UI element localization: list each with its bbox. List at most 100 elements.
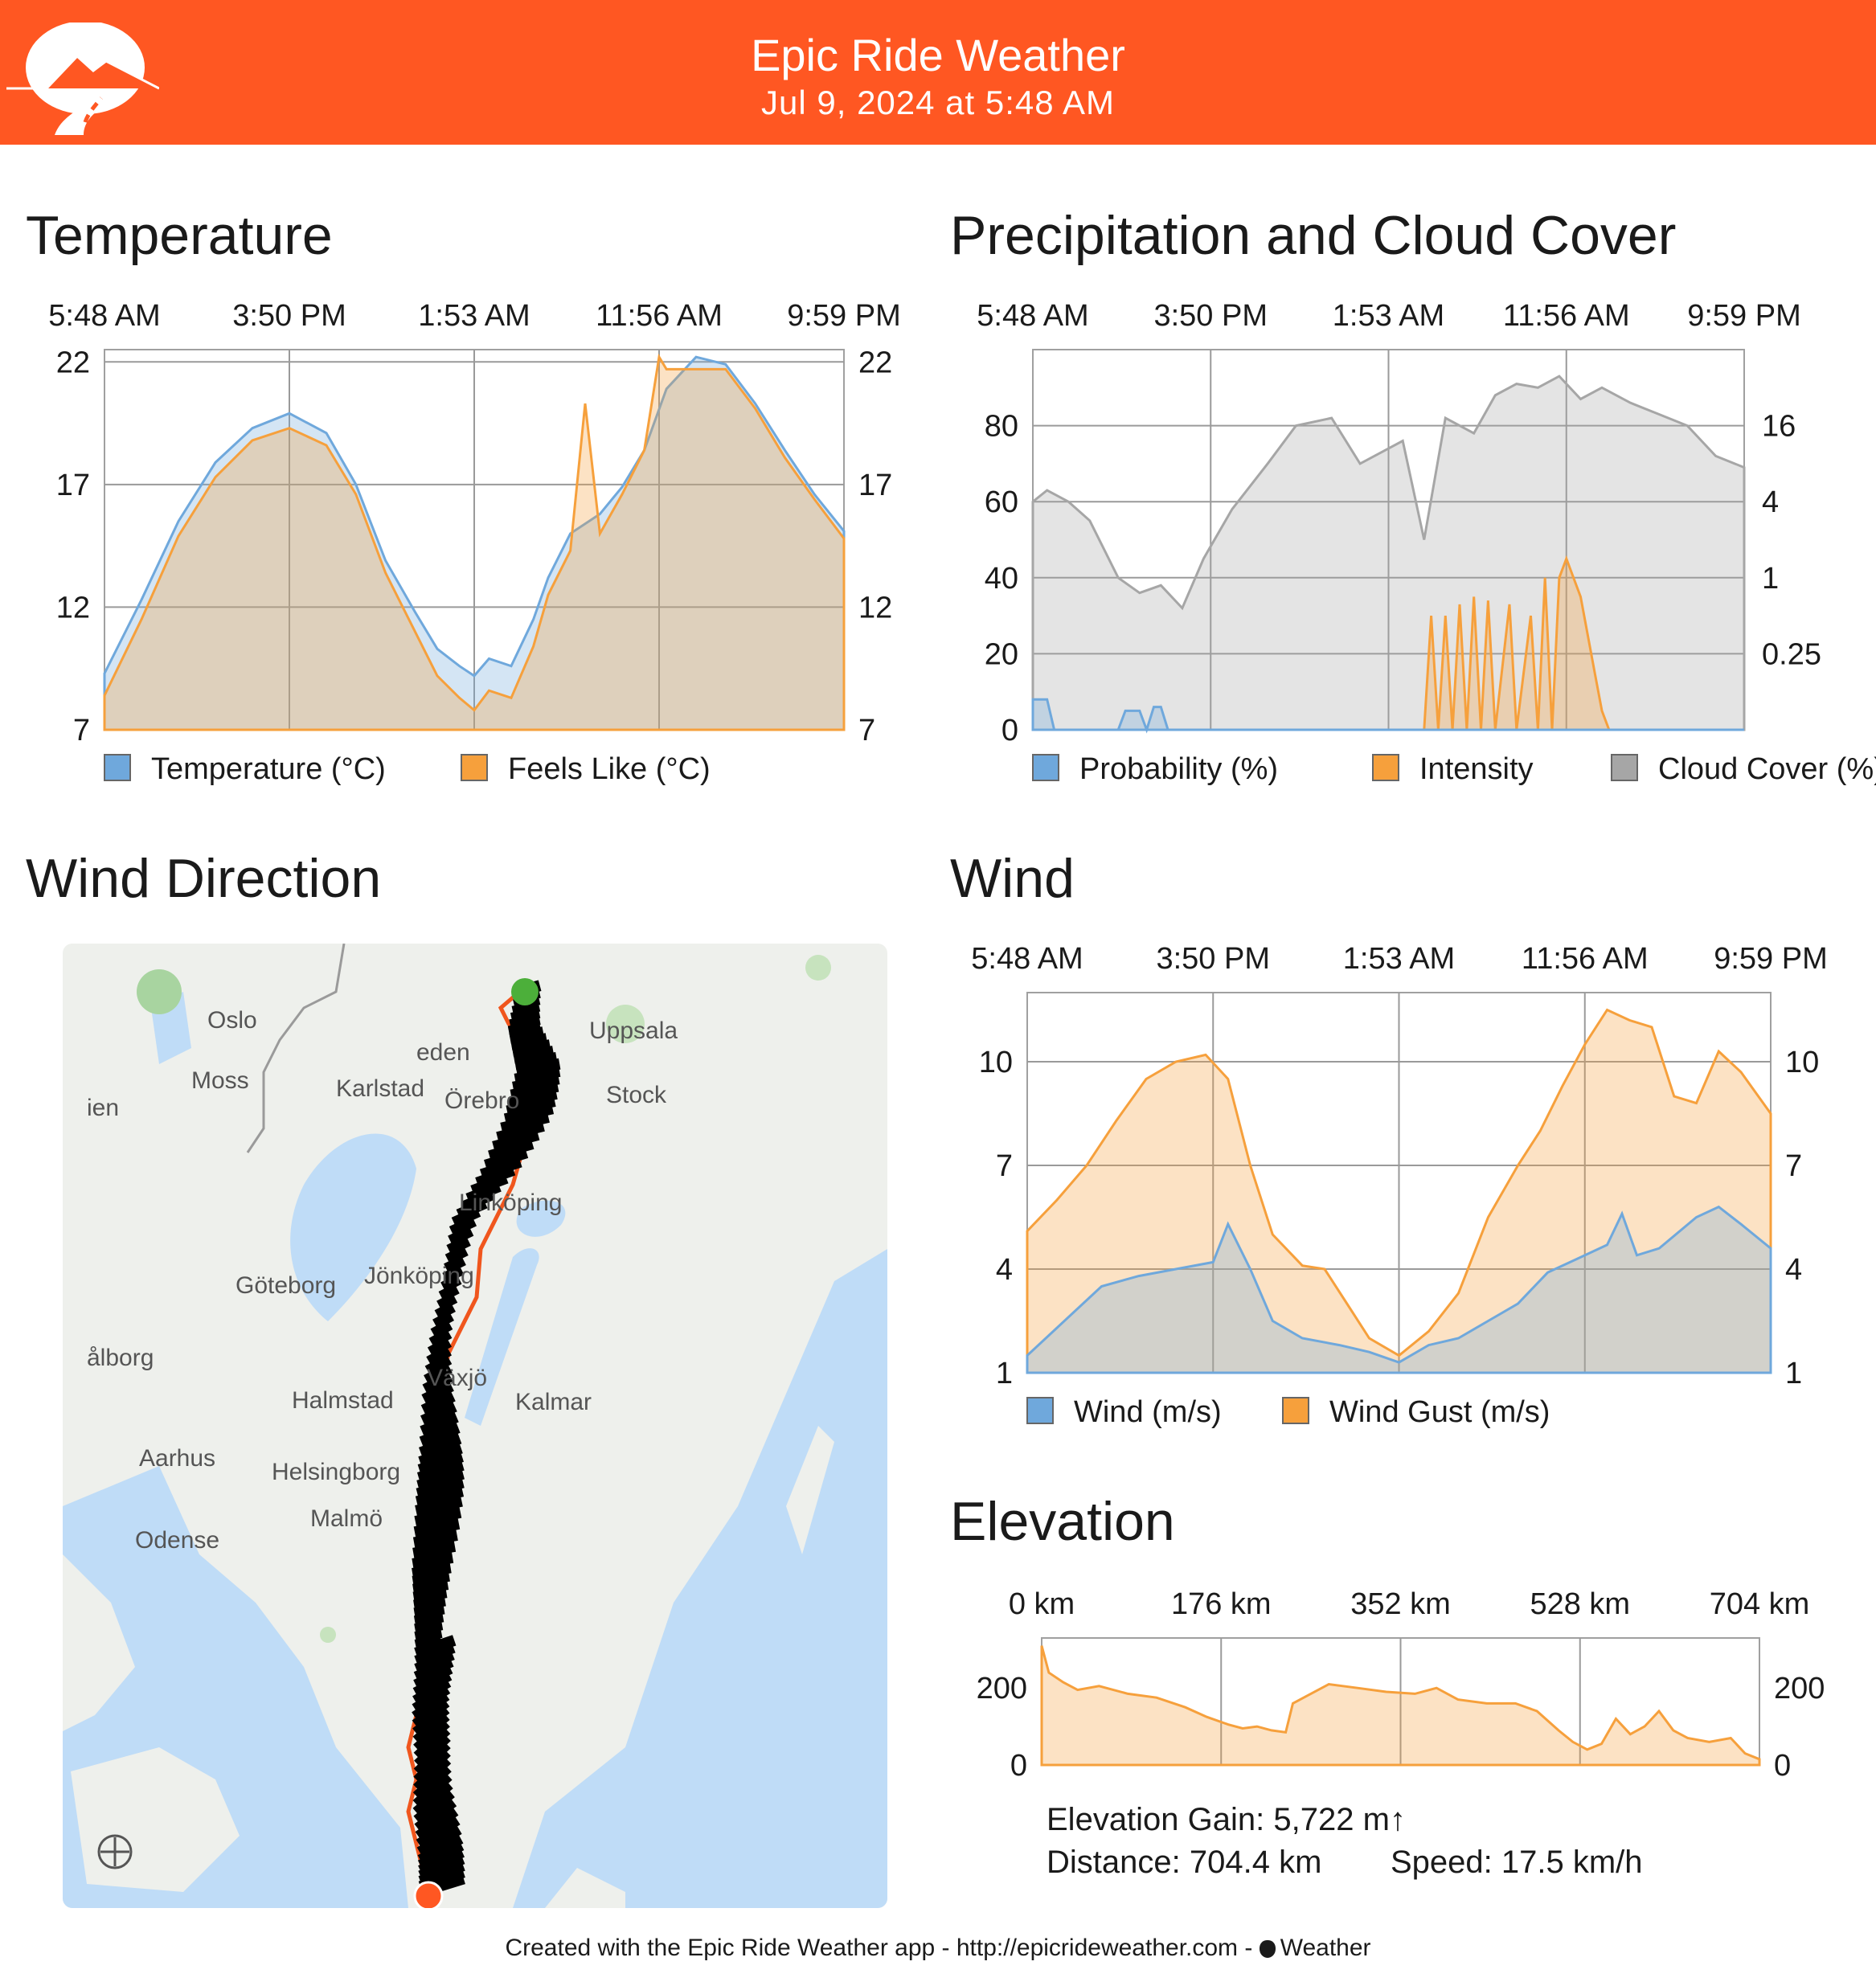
y-tick-label-right: 4: [1785, 1253, 1802, 1287]
x-tick-label: 0 km: [1009, 1587, 1075, 1621]
x-tick-label: 11:56 AM: [1522, 942, 1649, 976]
wind-chart: 5:48 AM 3:50 PM 1:53 AM 11:56 AM 9:59 PM 10 10…: [971, 942, 1828, 1429]
wind-arrow: [515, 1058, 561, 1077]
wind-arrow: [448, 1226, 474, 1247]
weather-label: Weather: [1280, 1935, 1371, 1961]
legend-swatch: [104, 754, 131, 781]
y-tick-label-left: 12: [56, 591, 90, 624]
map-place-label: eden: [416, 1039, 470, 1066]
legend-item: Temperature (°C): [104, 752, 386, 786]
y-tick-label-right: 1: [1762, 562, 1779, 596]
app-header: Epic Ride Weather Jul 9, 2024 at 5:48 AM: [0, 0, 1876, 145]
legend-label: Wind Gust (m/s): [1329, 1395, 1550, 1429]
temperature-chart: 5:48 AM 3:50 PM 1:53 AM 11:56 AM 9:59 PM 22 22…: [48, 299, 900, 786]
legend-item: Probability (%): [1032, 752, 1278, 786]
wind-arrow: [414, 1642, 456, 1667]
wind-arrow: [419, 1433, 462, 1458]
y-tick-label-right: 7: [858, 714, 875, 747]
x-tick-label: 1:53 AM: [1333, 299, 1444, 333]
map-place-label: Helsingborg: [272, 1459, 400, 1485]
wind-arrow: [414, 1635, 457, 1659]
wind-arrow: [413, 1755, 452, 1793]
wind-arrow: [414, 1619, 444, 1636]
y-tick-label-right: 17: [858, 469, 892, 502]
wind-arrow: [421, 1381, 454, 1405]
wind-arrow: [427, 1337, 453, 1357]
wind-arrow: [503, 1103, 555, 1125]
wind-arrow: [500, 1112, 550, 1134]
wind-arrow: [413, 1611, 444, 1628]
series-area: [1031, 698, 1744, 734]
wind-arrow: [420, 1390, 456, 1415]
wind-arrow: [414, 1506, 462, 1527]
wind-arrow: [509, 1026, 545, 1044]
y-tick-label-left: 7: [996, 1149, 1013, 1183]
x-tick-label: 1:53 AM: [418, 299, 530, 333]
legend-swatch: [461, 754, 488, 781]
wind-arrow: [446, 1235, 471, 1255]
ride-distance: Distance: 704.4 km: [1047, 1845, 1322, 1880]
wind-arrow: [417, 1451, 464, 1476]
wind-arrow: [416, 1460, 465, 1484]
map-place-label: ålborg: [87, 1345, 154, 1371]
wind-arrow: [513, 1046, 555, 1064]
series-area: [1033, 555, 1744, 731]
compass-icon: [97, 1834, 133, 1869]
x-tick-label: 5:48 AM: [971, 942, 1083, 976]
wind-arrow: [415, 1495, 463, 1517]
x-tick-label: 3:50 PM: [1156, 942, 1270, 976]
wind-arrow: [416, 1468, 465, 1492]
legend-swatch: [1032, 754, 1059, 781]
wind-arrow: [412, 1771, 453, 1809]
wind-arrow: [436, 1292, 458, 1312]
wind-arrow: [412, 1587, 448, 1603]
map-place-label: Växjö: [427, 1365, 487, 1391]
x-tick-label: 9:59 PM: [1687, 299, 1801, 333]
map-place-label: Jönköping: [364, 1263, 474, 1289]
series-area: [1031, 375, 1746, 731]
y-tick-label-left: 80: [985, 410, 1018, 444]
wind-arrow: [442, 1264, 465, 1284]
map-place-label: Malmö: [310, 1505, 383, 1532]
y-tick-label-left: 4: [996, 1253, 1013, 1287]
legend-label: Wind (m/s): [1074, 1395, 1222, 1429]
y-tick-label-right: 200: [1774, 1672, 1825, 1706]
map-place-label: Aarhus: [139, 1445, 215, 1472]
wind-arrow: [438, 1283, 460, 1302]
wind-arrow: [413, 1656, 454, 1683]
wind-arrow: [413, 1788, 455, 1825]
series-area: [1026, 1008, 1772, 1374]
elevation-title: Elevation: [950, 1491, 1175, 1552]
wind-arrow: [434, 1301, 456, 1321]
wind-arrow: [506, 1095, 556, 1117]
legend-swatch: [1026, 1397, 1054, 1424]
series-area: [1026, 1205, 1772, 1374]
x-tick-label: 3:50 PM: [1153, 299, 1268, 333]
map-place-label: Stock: [606, 1082, 667, 1108]
y-tick-label-left: 0: [1010, 1749, 1027, 1783]
wind-arrow: [416, 1824, 462, 1857]
y-tick-label-right: 10: [1785, 1046, 1819, 1079]
map-place-label: Karlstad: [336, 1075, 424, 1102]
wind-arrow: [412, 1779, 453, 1817]
elevation-chart: 0 km 176 km 352 km 528 km 704 km 200 200 0 0: [977, 1587, 1825, 1783]
x-tick-label: 9:59 PM: [1714, 942, 1828, 976]
route-end-marker: [413, 1881, 444, 1908]
x-tick-label: 1:53 AM: [1343, 942, 1455, 976]
wind-arrow: [413, 1595, 446, 1611]
wind-arrow: [432, 1310, 454, 1330]
y-tick-label-left: 22: [56, 346, 90, 379]
map-place-label: Odense: [135, 1527, 219, 1554]
wind-arrow: [418, 1443, 463, 1468]
y-tick-label-right: 1: [1785, 1357, 1802, 1390]
wind-arrow: [488, 1138, 535, 1162]
wind-arrow: [514, 1051, 558, 1071]
wind-arrow: [451, 1206, 481, 1228]
wind-arrow: [412, 1541, 457, 1559]
legend-swatch: [1282, 1397, 1309, 1424]
wind-direction-map[interactable]: Oslo Moss ien Karlstad Örebro Uppsala Stock Lin…: [63, 944, 887, 1908]
legend-item: Intensity: [1372, 752, 1534, 786]
precipitation-title: Precipitation and Cloud Cover: [950, 205, 1677, 266]
wind-arrow: [514, 1066, 561, 1085]
wind-arrow: [424, 1362, 453, 1386]
